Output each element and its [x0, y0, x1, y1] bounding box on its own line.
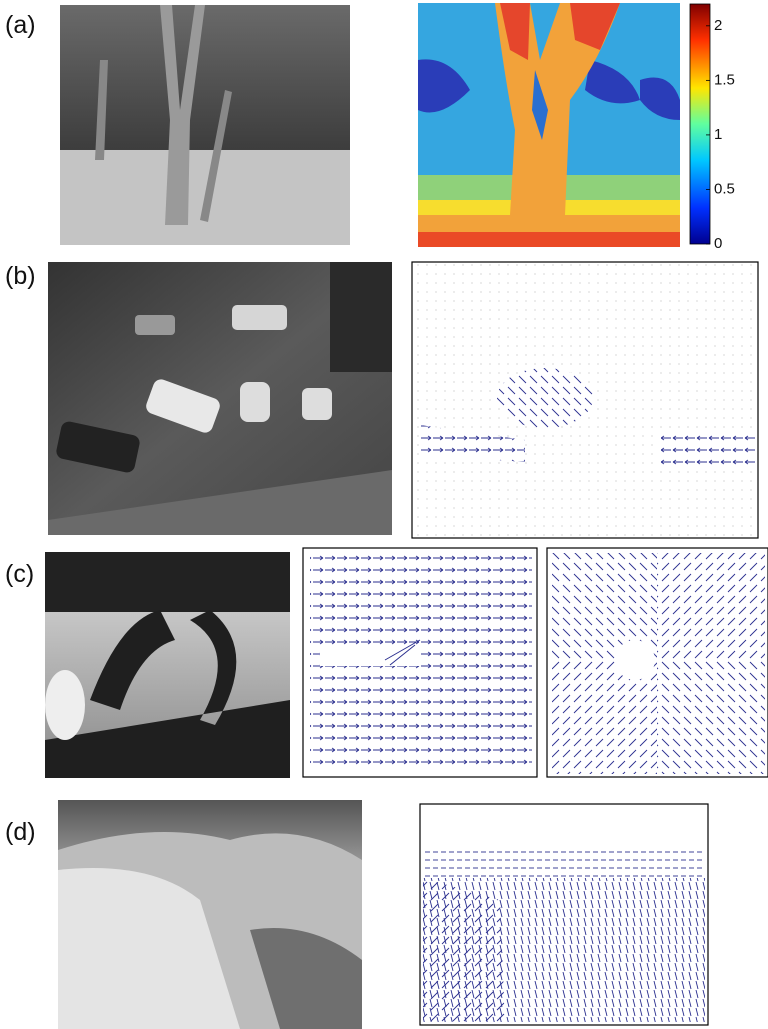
colorbar-tick-label: 0.5	[714, 180, 735, 197]
figure: (a) 0 0.5 1 1.5 2 (b)	[0, 0, 768, 1029]
photo-coast	[45, 552, 290, 778]
photo-street	[48, 262, 392, 535]
colorbar-tick-label: 2	[714, 17, 722, 34]
flow-field	[420, 804, 708, 1025]
panel-label: (d)	[5, 818, 36, 846]
photo-trees	[60, 5, 350, 245]
panel-label: (a)	[5, 11, 36, 39]
heatmap	[418, 3, 680, 247]
page: (a) 0 0.5 1 1.5 2 (b)	[0, 0, 768, 1029]
panel-label: (b)	[5, 262, 36, 290]
flow-field	[412, 262, 758, 538]
panel-label: (c)	[5, 560, 34, 588]
colorbar-tick-label: 1.5	[714, 71, 735, 88]
flow-field	[303, 548, 537, 777]
photo-mountain	[58, 800, 362, 1029]
colorbar: 0 0.5 1 1.5 2	[690, 4, 735, 252]
colorbar-tick-label: 1	[714, 126, 722, 143]
flow-field	[547, 548, 768, 777]
colorbar-tick-label: 0	[714, 235, 722, 252]
